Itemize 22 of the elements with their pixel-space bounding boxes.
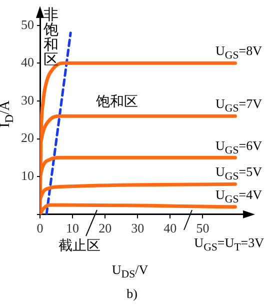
x-axis-title: U$_{DS}$/V bbox=[112, 262, 148, 283]
series-label: U$_{GS}$=6V bbox=[216, 138, 262, 158]
x-tick-label: 0 bbox=[36, 220, 44, 236]
series-label: U$_{GS}$=5V bbox=[216, 164, 262, 185]
x-tick-label: 20 bbox=[98, 220, 112, 236]
y-tick-label: 50 bbox=[21, 16, 34, 32]
annotation: 饱和区 bbox=[95, 94, 138, 110]
x-tick-label: 40 bbox=[164, 220, 177, 236]
y-tick-label: 30 bbox=[21, 92, 34, 108]
series-label: U$_{GS}$=4V bbox=[216, 186, 262, 208]
x-tick-label: 30 bbox=[131, 220, 144, 236]
text: 截止区 bbox=[58, 238, 100, 254]
y-tick-label: 20 bbox=[21, 130, 34, 146]
annotation: 非饱和区 bbox=[42, 6, 58, 68]
series-label: U$_{GS}$=8V bbox=[216, 43, 262, 64]
x-tick-label: 50 bbox=[196, 220, 210, 236]
y-tick-label: 10 bbox=[21, 168, 34, 184]
series-label: U$_{GS}$=7V bbox=[216, 96, 262, 117]
x-tick-label: 10 bbox=[66, 220, 80, 236]
text: b) bbox=[126, 286, 138, 301]
text: U$_{GS}$=U$_{T}$=3V bbox=[194, 235, 264, 256]
y-tick-label: 40 bbox=[21, 54, 34, 70]
